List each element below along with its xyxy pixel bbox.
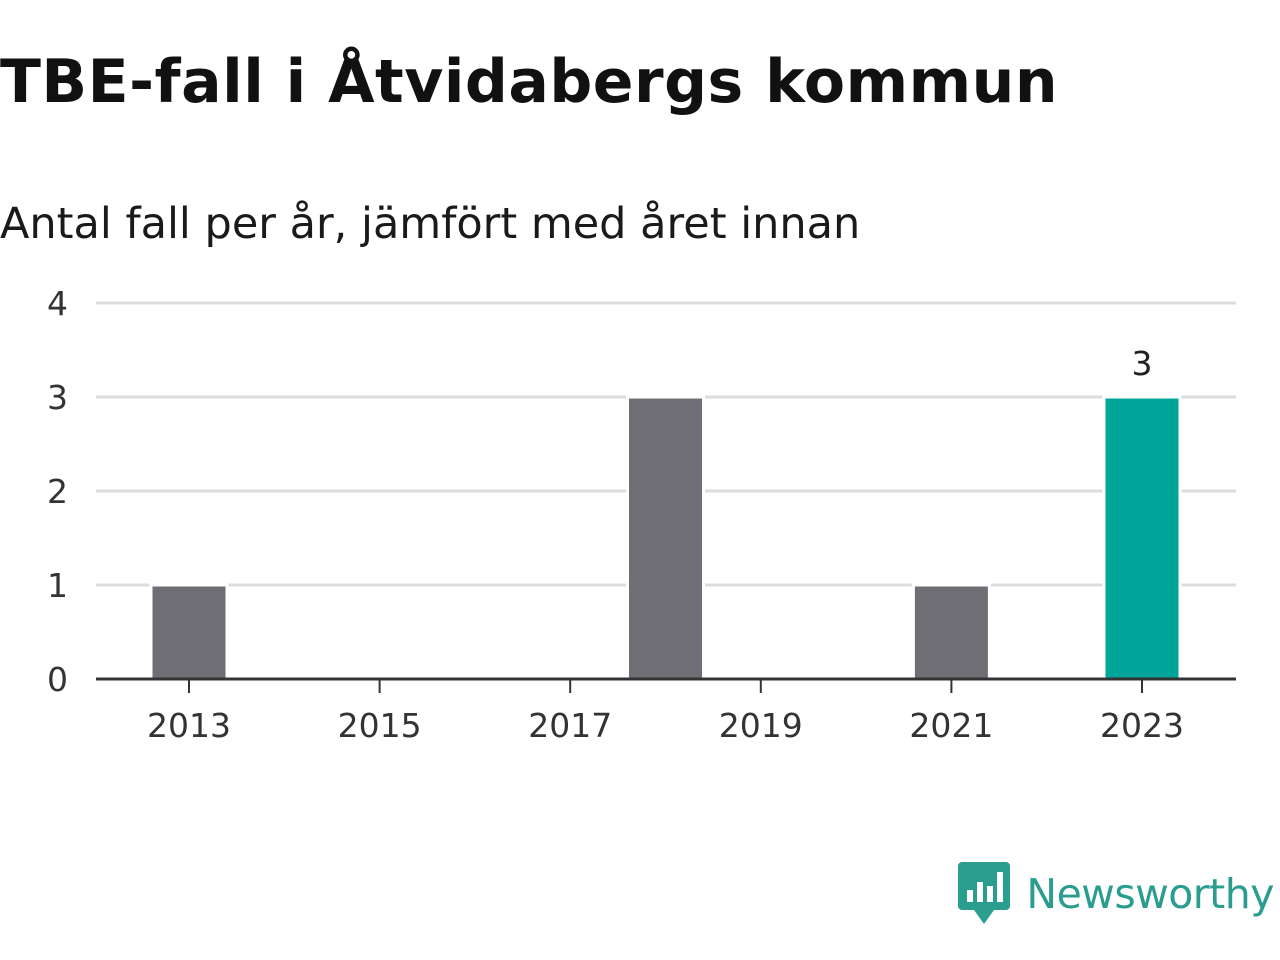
x-tick-label: 2015 xyxy=(338,706,422,745)
x-tick-label: 2023 xyxy=(1100,706,1184,745)
y-tick-label: 3 xyxy=(47,378,68,417)
x-tick-label: 2017 xyxy=(528,706,612,745)
newsworthy-logo-icon xyxy=(958,862,1011,924)
data-label: 3 xyxy=(1132,344,1153,383)
bar-2021 xyxy=(911,583,991,681)
chart-title: TBE-fall i Åtvidabergs kommun xyxy=(0,47,1059,117)
chart-subtitle: Antal fall per år, jämfört med året inna… xyxy=(0,199,861,249)
bar-2013 xyxy=(149,583,229,681)
bar-2023 xyxy=(1102,395,1182,681)
y-tick-label: 2 xyxy=(47,472,68,511)
y-tick-label: 1 xyxy=(47,566,68,605)
x-tick-label: 2019 xyxy=(719,706,803,745)
brand-name: Newsworthy xyxy=(1026,870,1274,918)
brand-logo: Newsworthy xyxy=(958,862,1274,926)
y-tick-label: 0 xyxy=(47,660,68,699)
x-tick-label: 2013 xyxy=(147,706,231,745)
y-tick-label: 4 xyxy=(47,284,68,323)
bar-2018 xyxy=(626,395,705,681)
x-tick-label: 2021 xyxy=(909,706,993,745)
